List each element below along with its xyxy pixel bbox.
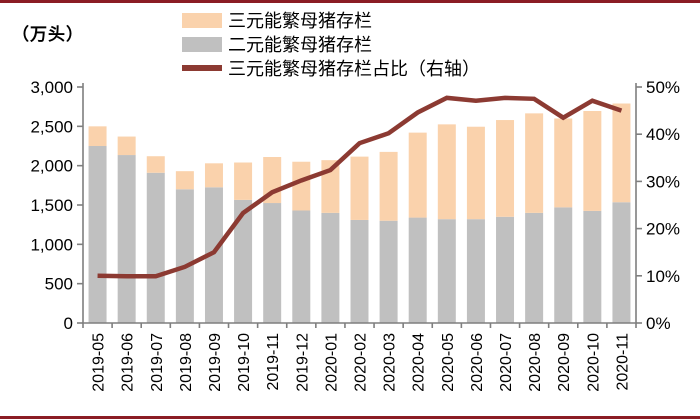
bar-segment-binary-2019-12 <box>292 210 311 323</box>
right-axis-tick-label: 50% <box>646 78 680 97</box>
bar-segment-binary-2019-08 <box>175 189 194 323</box>
x-axis-tick-label: 2020-01 <box>323 333 340 392</box>
bar-segment-ternary-2019-09 <box>204 163 223 188</box>
bar-segment-binary-2019-07 <box>146 172 165 323</box>
bar-segment-ternary-2019-08 <box>175 171 194 190</box>
legend-label-ternary-bar: 三元能繁母猪存栏 <box>228 11 372 31</box>
right-axis-tick-label: 10% <box>646 267 680 286</box>
bar-segment-binary-2020-04 <box>408 217 427 323</box>
left-axis-tick-label: 1,000 <box>30 235 73 254</box>
bar-segment-binary-2019-05 <box>88 146 107 323</box>
bar-segment-ternary-2019-06 <box>117 136 136 156</box>
bottom-border-line <box>0 416 700 419</box>
x-axis-tick-label: 2020-09 <box>556 333 573 392</box>
x-axis-tick-label: 2020-11 <box>614 333 631 391</box>
x-axis-tick-label: 2020-05 <box>440 333 457 392</box>
legend: 三元能繁母猪存栏 二元能繁母猪存栏 三元能繁母猪存栏占比（右轴） <box>182 8 480 80</box>
bar-segment-ternary-2020-06 <box>466 126 485 220</box>
right-axis-tick-label: 40% <box>646 125 680 144</box>
left-axis-tick-label: 500 <box>45 275 73 294</box>
x-axis-tick-label: 2019-09 <box>207 333 224 392</box>
bar-segment-binary-2020-06 <box>466 219 485 323</box>
bar-segment-binary-2020-05 <box>437 219 456 323</box>
bar-segment-binary-2019-06 <box>117 155 136 323</box>
x-axis-tick-label: 2019-11 <box>265 333 282 391</box>
bar-segment-ternary-2020-07 <box>496 120 515 217</box>
left-axis-unit-label: （万头） <box>12 25 84 44</box>
x-axis-tick-label: 2020-08 <box>527 333 544 392</box>
top-border-line <box>0 0 700 3</box>
ternary-bar-swatch-icon <box>182 12 222 28</box>
x-axis-tick-label: 2019-12 <box>294 333 311 392</box>
bar-segment-ternary-2020-04 <box>408 132 427 218</box>
x-axis-tick-label: 2020-07 <box>498 333 515 392</box>
x-axis-tick-label: 2020-03 <box>382 333 399 392</box>
right-axis-tick-label: 0% <box>646 314 671 333</box>
legend-item-ratio-line: 三元能繁母猪存栏占比（右轴） <box>182 56 480 80</box>
right-axis-tick-label: 30% <box>646 172 680 191</box>
legend-item-ternary-bar: 三元能繁母猪存栏 <box>182 8 480 32</box>
x-axis-tick-label: 2019-06 <box>120 333 137 392</box>
bar-segment-ternary-2020-08 <box>525 113 544 213</box>
bar-segment-ternary-2020-02 <box>350 156 369 220</box>
bar-segment-binary-2019-09 <box>204 187 223 323</box>
bar-segment-binary-2020-11 <box>612 202 631 323</box>
bar-segment-ternary-2019-05 <box>88 126 107 146</box>
bar-segment-binary-2019-11 <box>263 203 282 323</box>
legend-label-ratio-line: 三元能繁母猪存栏占比（右轴） <box>228 59 480 79</box>
bar-segment-ternary-2019-07 <box>146 156 165 173</box>
bar-segment-binary-2020-07 <box>496 216 515 323</box>
x-axis-tick-label: 2019-10 <box>236 333 253 392</box>
legend-label-binary-bar: 二元能繁母猪存栏 <box>228 35 372 55</box>
bar-segment-binary-2020-03 <box>379 220 398 323</box>
left-axis-tick-label: 1,500 <box>30 196 73 215</box>
bar-segment-ternary-2020-11 <box>612 103 631 203</box>
bar-segment-binary-2020-02 <box>350 219 369 323</box>
left-axis-tick-label: 3,000 <box>30 78 73 97</box>
bar-segment-ternary-2019-10 <box>234 162 253 200</box>
bar-segment-ternary-2020-05 <box>437 124 456 220</box>
x-axis-tick-label: 2019-08 <box>178 333 195 392</box>
bar-segment-ternary-2020-03 <box>379 151 398 221</box>
bar-segment-binary-2020-09 <box>554 207 573 323</box>
bar-segment-binary-2020-10 <box>583 210 602 323</box>
binary-bar-swatch-icon <box>182 36 222 52</box>
left-axis-tick-label: 0 <box>64 314 73 333</box>
left-axis-tick-label: 2,000 <box>30 157 73 176</box>
ratio-line-swatch-icon <box>182 65 222 71</box>
x-axis-tick-label: 2020-06 <box>469 333 486 392</box>
x-axis-tick-label: 2019-07 <box>149 333 166 392</box>
bar-segment-binary-2020-08 <box>525 212 544 323</box>
bar-segment-binary-2019-10 <box>234 199 253 323</box>
bar-segment-ternary-2019-12 <box>292 161 311 211</box>
bar-segment-binary-2020-01 <box>321 212 340 323</box>
left-axis-tick-label: 2,500 <box>30 117 73 136</box>
ratio-line <box>97 95 623 279</box>
x-axis-tick-label: 2019-05 <box>91 333 108 392</box>
x-axis-tick-label: 2020-10 <box>585 333 602 392</box>
legend-item-binary-bar: 二元能繁母猪存栏 <box>182 32 480 56</box>
right-axis-tick-label: 20% <box>646 220 680 239</box>
bar-segment-ternary-2020-09 <box>554 118 573 208</box>
x-axis-tick-label: 2020-02 <box>353 333 370 392</box>
bar-segment-ternary-2020-10 <box>583 110 602 211</box>
x-axis-tick-label: 2020-04 <box>411 333 428 392</box>
